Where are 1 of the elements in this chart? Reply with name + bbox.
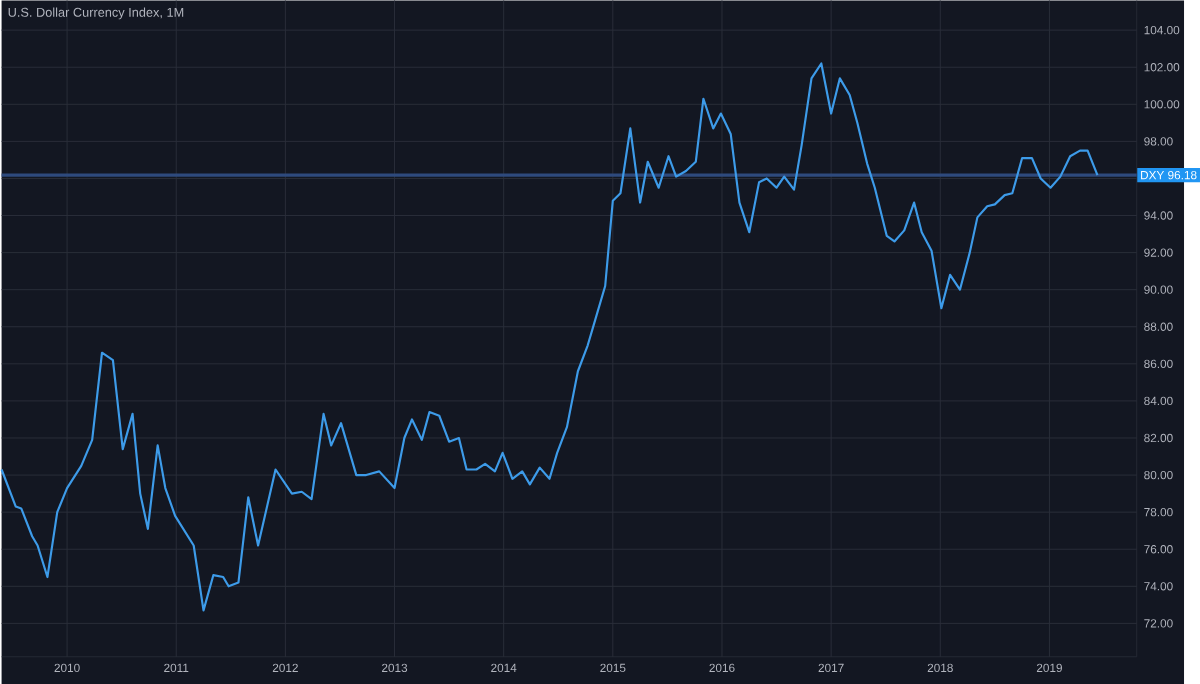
line-series <box>0 62 1099 612</box>
